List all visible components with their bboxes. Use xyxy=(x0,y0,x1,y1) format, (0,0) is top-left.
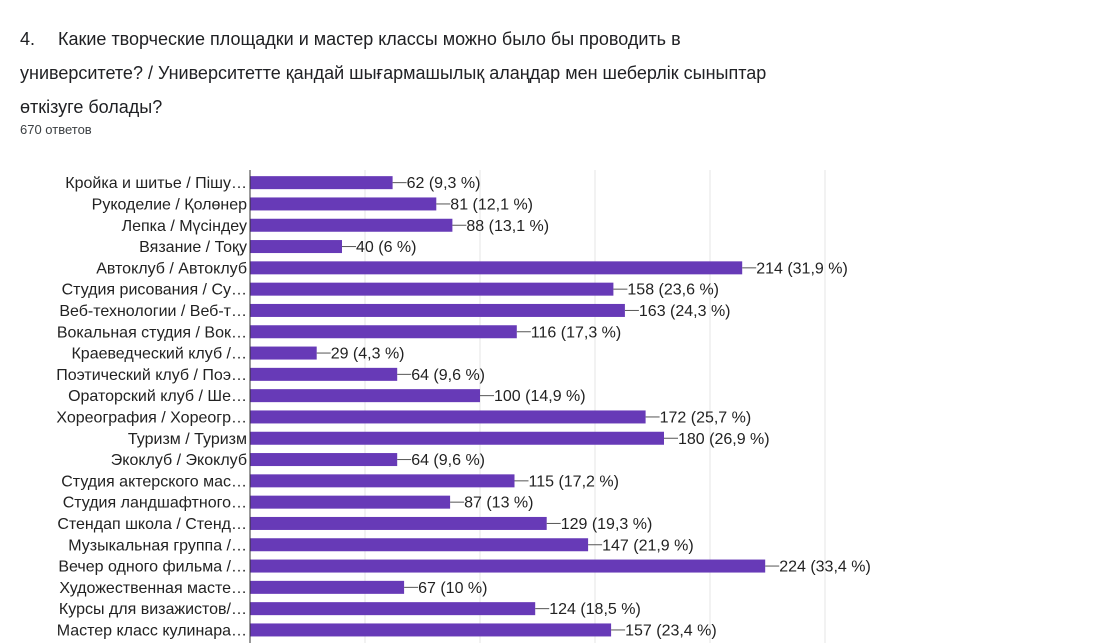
value-label: 158 (23,6 %) xyxy=(627,282,719,299)
value-label: 67 (10 %) xyxy=(418,580,487,597)
bar xyxy=(250,176,393,190)
question-text: Какие творческие площадки и мастер класс… xyxy=(20,29,767,117)
value-label: 64 (9,6 %) xyxy=(411,452,485,469)
category-label: Кройка и шитье / Пішу… xyxy=(65,175,247,192)
bar xyxy=(250,559,766,573)
value-label: 172 (25,7 %) xyxy=(660,409,752,426)
value-label: 40 (6 %) xyxy=(356,239,416,256)
value-label: 163 (24,3 %) xyxy=(639,303,731,320)
question-number: 4. xyxy=(20,29,36,49)
bar xyxy=(250,325,517,339)
category-label: Веб-технологии / Веб-т… xyxy=(59,303,247,320)
category-label: Поэтический клуб / Поэ… xyxy=(56,367,247,384)
bar xyxy=(250,453,398,467)
category-label: Туризм / Туризм xyxy=(128,431,247,448)
category-label: Ораторский клуб / Ше… xyxy=(68,388,247,405)
value-label: 64 (9,6 %) xyxy=(411,367,485,384)
category-label: Вязание / Тоқу xyxy=(139,239,247,256)
category-label: Хореография / Хореогр… xyxy=(56,409,247,426)
category-label: Автоклуб / Автоклуб xyxy=(96,260,247,277)
category-label: Студия ландшафтного… xyxy=(63,495,247,512)
value-label: 180 (26,9 %) xyxy=(678,431,770,448)
bar xyxy=(250,303,625,317)
value-label: 157 (23,4 %) xyxy=(625,622,717,639)
bar xyxy=(250,495,451,509)
category-label: Вокальная студия / Вок… xyxy=(57,324,247,341)
value-label: 224 (33,4 %) xyxy=(779,559,871,576)
question-title: 4. Какие творческие площадки и мастер кла… xyxy=(20,22,780,124)
value-label: 87 (13 %) xyxy=(464,495,533,512)
bar xyxy=(250,516,547,530)
value-label: 88 (13,1 %) xyxy=(466,218,549,235)
bar xyxy=(250,197,437,211)
value-label: 62 (9,3 %) xyxy=(407,175,481,192)
category-label: Краеведческий клуб /… xyxy=(71,346,247,363)
bar xyxy=(250,431,664,445)
bar xyxy=(250,410,646,424)
value-label: 81 (12,1 %) xyxy=(450,196,533,213)
value-label: 214 (31,9 %) xyxy=(756,260,848,277)
category-label: Курсы для визажистов/… xyxy=(59,601,247,618)
category-label: Вечер одного фильма /… xyxy=(58,559,247,576)
category-label: Художественная масте… xyxy=(59,580,247,597)
value-label: 100 (14,9 %) xyxy=(494,388,586,405)
bar xyxy=(250,240,342,254)
bar xyxy=(250,261,743,275)
category-label: Лепка / Мүсіндеу xyxy=(122,218,247,235)
bar xyxy=(250,474,515,488)
category-label: Музыкальная группа /… xyxy=(68,537,247,554)
category-label: Мастер класс кулинара… xyxy=(57,622,247,639)
value-label: 124 (18,5 %) xyxy=(549,601,641,618)
value-label: 29 (4,3 %) xyxy=(331,346,405,363)
value-label: 129 (19,3 %) xyxy=(561,516,653,533)
category-label: Экоклуб / Экоклуб xyxy=(111,452,247,469)
category-label: Рукоделие / Қолөнер xyxy=(92,196,247,213)
bar xyxy=(250,218,453,232)
bar xyxy=(250,346,317,360)
bar xyxy=(250,389,480,403)
category-label: Студия рисования / Су… xyxy=(62,282,247,299)
bar xyxy=(250,538,589,552)
category-label: Стендап школа / Стенд… xyxy=(57,516,247,533)
value-label: 116 (17,3 %) xyxy=(531,324,621,341)
value-label: 115 (17,2 %) xyxy=(529,473,619,490)
bar xyxy=(250,580,405,594)
value-label: 147 (21,9 %) xyxy=(602,537,694,554)
bar xyxy=(250,367,398,381)
bar xyxy=(250,602,536,616)
category-label: Студия актерского мас… xyxy=(61,473,247,490)
bar xyxy=(250,623,612,637)
bar xyxy=(250,282,614,296)
response-count: 670 ответов xyxy=(20,122,92,137)
